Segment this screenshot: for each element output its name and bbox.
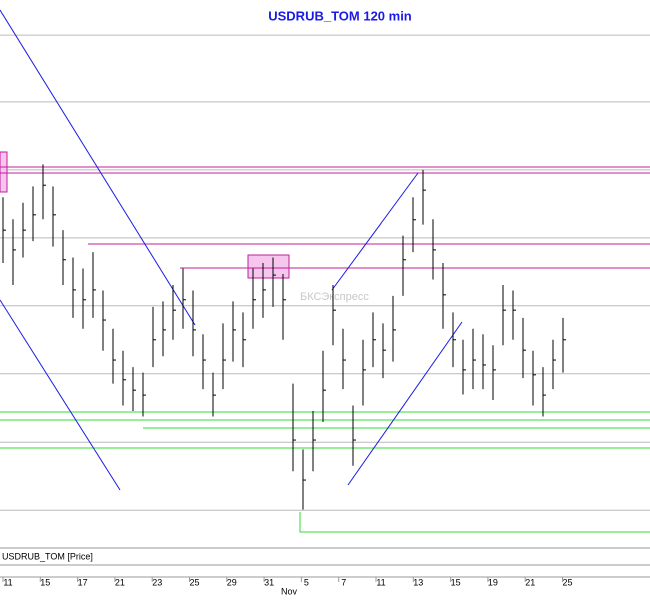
trend-line: [0, 9, 196, 326]
x-tick-label: 19: [488, 577, 498, 587]
zone-box: [0, 151, 8, 193]
support-line: [299, 512, 650, 533]
x-tick-label: 25: [189, 577, 199, 587]
grid: [0, 34, 650, 511]
bars: [2, 164, 566, 510]
x-tick-label: 11: [376, 577, 385, 587]
x-tick-label: 7: [341, 577, 346, 587]
trend-line: [347, 321, 463, 486]
zone-box: [247, 254, 290, 279]
x-axis: 11 15 17 21 23 25 29 31 5 7 11 13 15 19 21 25: [2, 577, 573, 587]
chart-title: USDRUB_TOM 120 min: [268, 8, 412, 23]
x-tick-label: 11: [3, 577, 12, 587]
trend-line: [331, 172, 419, 291]
watermark: БКСЭкспресс: [300, 291, 369, 303]
x-tick-label: 23: [152, 577, 162, 587]
x-tick-label: 5: [304, 577, 309, 587]
month-label: Nov: [281, 586, 298, 596]
x-tick-label: 21: [525, 577, 535, 587]
trend-line: [0, 299, 121, 491]
x-tick-label: 15: [451, 577, 461, 587]
x-tick-label: 17: [78, 577, 88, 587]
x-tick-label: 21: [115, 577, 125, 587]
legend-label: USDRUB_TOM [Price]: [2, 551, 93, 561]
x-tick-label: 31: [264, 577, 274, 587]
x-tick-label: 15: [40, 577, 50, 587]
annotations: [0, 9, 650, 533]
x-tick-label: 29: [227, 577, 237, 587]
x-tick-label: 13: [413, 577, 423, 587]
x-tick-label: 25: [562, 577, 572, 587]
